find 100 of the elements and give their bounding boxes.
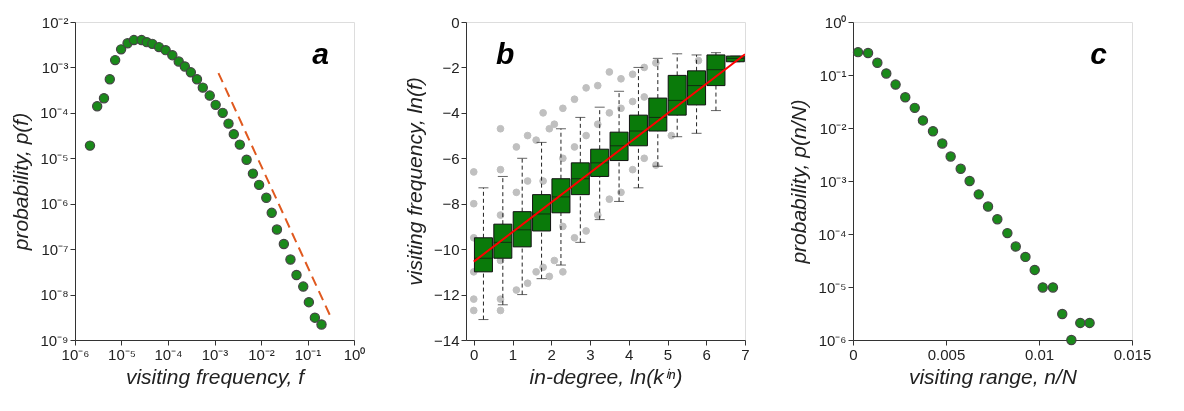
point	[570, 143, 579, 151]
point	[160, 44, 171, 56]
annotation: a	[312, 37, 329, 70]
point	[862, 47, 874, 59]
point	[496, 295, 505, 303]
point	[593, 211, 602, 219]
point	[570, 233, 579, 242]
point	[532, 268, 540, 276]
point	[316, 319, 327, 330]
x-tick-label: 0.015	[1113, 345, 1152, 363]
point	[496, 165, 505, 174]
point	[652, 59, 660, 67]
point	[109, 54, 121, 66]
point	[628, 165, 637, 174]
y-tick-label: 10⁻⁸	[40, 286, 69, 304]
point	[640, 63, 649, 72]
y-tick-label: −10	[434, 240, 460, 258]
y-tick-label: 10⁻⁴	[818, 225, 847, 243]
y-axis-title: visiting frequency, ln(f)	[403, 77, 427, 286]
point	[1002, 227, 1013, 239]
point	[115, 44, 127, 55]
x-axis-title: in-degree, ln(kⁱⁿ)	[529, 364, 683, 388]
point	[167, 49, 178, 61]
point	[955, 163, 966, 174]
point	[469, 295, 478, 303]
point	[605, 68, 614, 76]
point	[890, 79, 901, 90]
point	[496, 124, 505, 133]
point	[917, 115, 929, 126]
x-tick-label: 10⁻⁴	[154, 345, 183, 363]
y-tick-label: 10⁻⁷	[41, 240, 69, 258]
point	[241, 154, 252, 165]
point	[545, 124, 554, 133]
y-tick-label: 10⁻²	[41, 13, 69, 31]
point	[217, 107, 228, 119]
point	[469, 306, 478, 315]
x-tick-label: 0	[470, 345, 479, 363]
x-tick-label: 2	[547, 345, 556, 363]
point	[1020, 251, 1031, 263]
x-tick-label: 0.01	[1024, 345, 1055, 363]
point	[278, 238, 290, 250]
x-tick-label: 5	[663, 345, 673, 363]
point	[582, 227, 590, 235]
point	[266, 207, 277, 219]
point	[185, 67, 197, 78]
point	[909, 102, 920, 114]
point	[667, 131, 676, 140]
y-tick-label: 10⁰	[824, 13, 847, 31]
point	[523, 177, 532, 185]
y-tick-label: −8	[442, 195, 460, 213]
point	[1075, 317, 1086, 329]
y-tick-label: 10⁻¹	[819, 66, 847, 84]
point	[640, 93, 649, 101]
point	[605, 109, 614, 117]
point	[234, 139, 246, 150]
point	[197, 82, 208, 93]
y-tick-label: 10⁻²	[819, 119, 847, 137]
y-axis-title: probability, p(n/N)	[787, 99, 811, 265]
point	[512, 143, 521, 151]
x-tick-label: 0.005	[927, 345, 966, 363]
point	[253, 179, 265, 191]
y-axis-title: probability, p(f)	[9, 112, 33, 252]
point	[539, 177, 547, 185]
point	[204, 90, 215, 101]
y-tick-label: 10⁻⁴	[40, 104, 69, 122]
point	[881, 68, 892, 79]
x-tick-label: 1	[508, 345, 518, 363]
y-tick-label: −2	[442, 58, 460, 76]
point	[545, 272, 554, 281]
point	[628, 70, 637, 79]
point	[261, 192, 272, 203]
annotation: b	[496, 37, 515, 70]
point	[84, 140, 96, 151]
y-tick-label: 10⁻³	[819, 172, 847, 190]
point	[982, 201, 994, 212]
point	[309, 312, 321, 323]
x-tick-label: 10⁻⁵	[108, 345, 136, 363]
y-tick-label: −4	[442, 104, 460, 122]
point	[512, 286, 521, 294]
y-tick-label: 10⁻⁶	[40, 195, 69, 213]
x-tick-label: 10⁻²	[248, 345, 275, 363]
point	[550, 256, 559, 265]
point	[191, 74, 203, 85]
point	[605, 195, 614, 204]
point	[228, 128, 240, 140]
point	[539, 263, 547, 272]
point	[539, 109, 547, 117]
point	[945, 151, 956, 162]
point	[223, 118, 234, 129]
point	[582, 131, 590, 140]
point	[523, 131, 532, 140]
point	[872, 57, 883, 68]
point	[469, 168, 478, 176]
y-tick-label: 10⁻⁶	[818, 331, 847, 349]
point	[285, 254, 296, 265]
point	[1037, 282, 1048, 293]
point	[559, 104, 567, 113]
y-tick-label: 10⁻⁵	[818, 278, 847, 296]
x-tick-label: 10⁻¹	[294, 345, 322, 363]
x-tick-label: 10⁰	[343, 345, 366, 363]
